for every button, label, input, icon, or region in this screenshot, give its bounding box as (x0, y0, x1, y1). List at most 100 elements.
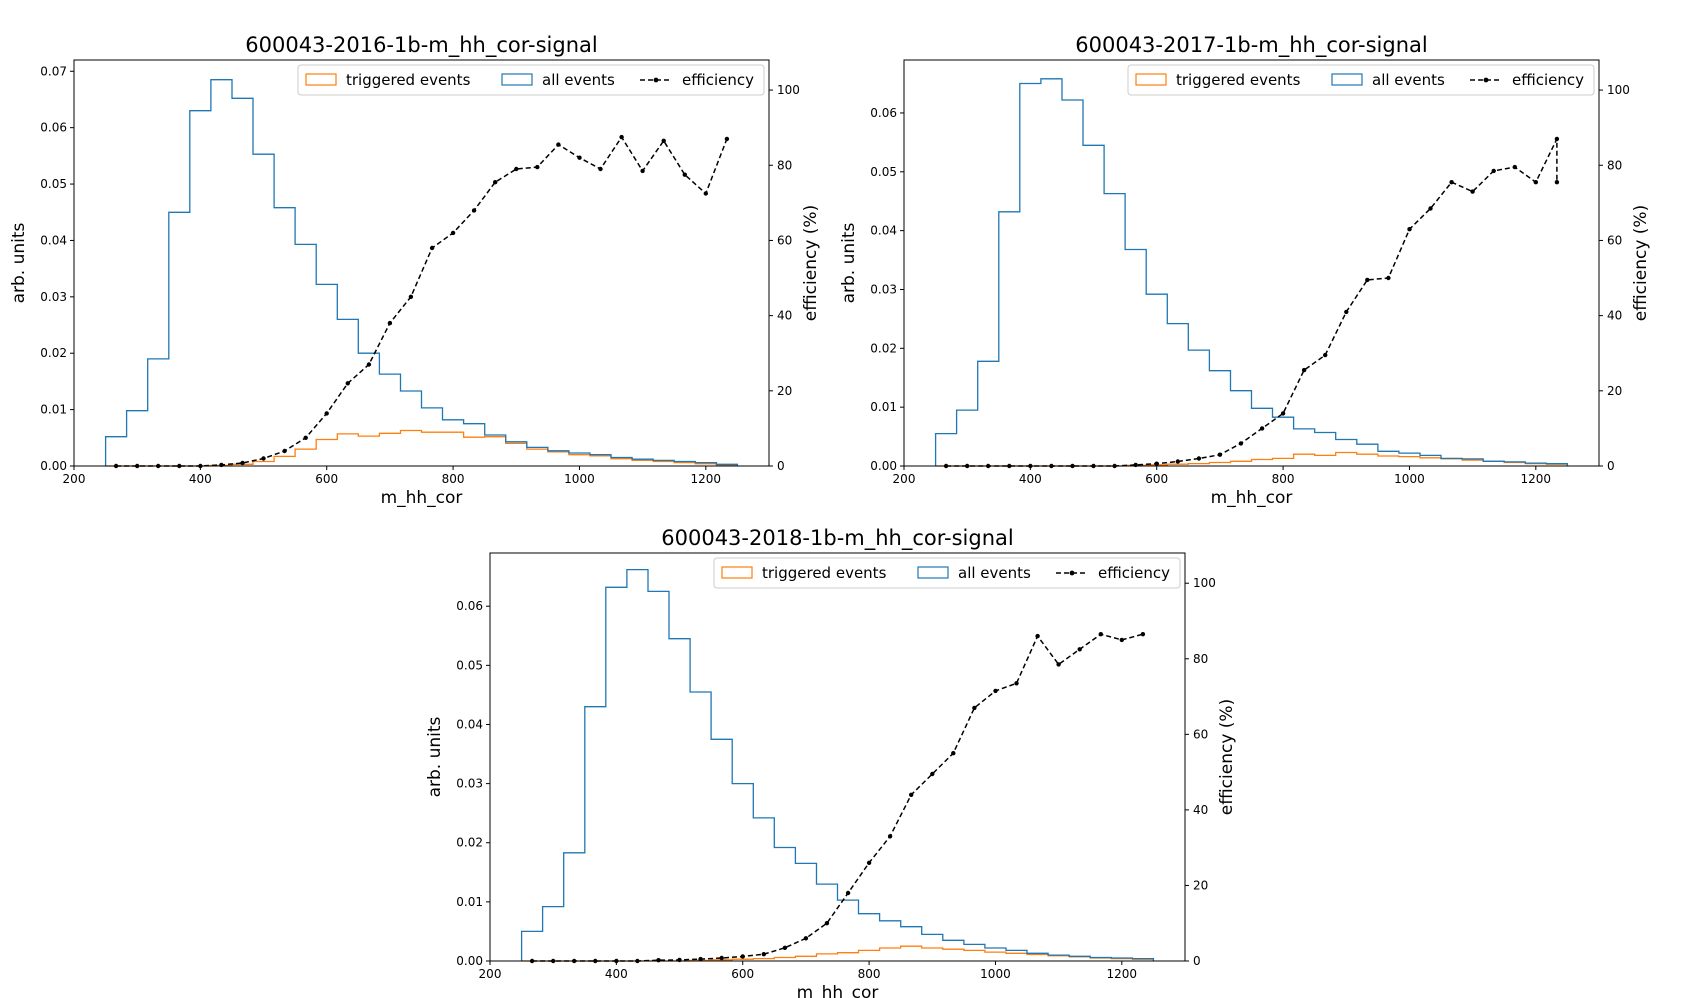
y2-tick-label: 100 (777, 83, 800, 97)
efficiency-point (845, 890, 851, 896)
plot-frame (489, 552, 1186, 962)
chart-title: 600043-2017-1b-m_hh_cor-signal (1075, 33, 1428, 58)
efficiency-point (1512, 164, 1518, 170)
efficiency-point (1449, 180, 1454, 185)
legend-swatch-efficiency-marker (1069, 570, 1075, 576)
efficiency-point (1077, 647, 1082, 652)
x-tick-label: 200 (893, 472, 916, 486)
y2-tick-label: 0 (777, 459, 785, 473)
y-axis-title: arb. units (425, 716, 445, 797)
y2-tick-label: 0 (1193, 954, 1201, 968)
y2-tick-label: 40 (1193, 803, 1208, 817)
x-tick-label: 800 (858, 967, 881, 981)
efficiency-point (1365, 277, 1370, 283)
y-tick-label: 0.03 (40, 290, 67, 304)
efficiency-point (514, 166, 519, 172)
efficiency-point (556, 142, 561, 147)
x-tick-label: 1000 (980, 967, 1011, 981)
efficiency-point (656, 958, 661, 963)
efficiency-point (324, 411, 329, 416)
y-tick-label: 0.02 (456, 836, 483, 850)
efficiency-point (1217, 452, 1223, 457)
y-tick-label: 0.07 (40, 64, 67, 78)
legend-swatch-all (501, 73, 533, 86)
efficiency-point (1407, 227, 1412, 232)
y2-tick-label: 20 (1607, 384, 1622, 398)
legend-label-triggered: triggered events (346, 71, 471, 89)
y-tick-label: 0.00 (870, 459, 897, 473)
x-tick-label: 600 (315, 472, 338, 486)
legend-swatch-efficiency-marker (653, 77, 659, 83)
chart-title: 600043-2018-1b-m_hh_cor-signal (661, 526, 1014, 551)
x-tick-label: 400 (1019, 472, 1042, 486)
efficiency-point (724, 136, 730, 142)
efficiency-point (972, 705, 977, 711)
efficiency-point (577, 155, 582, 160)
y-tick-label: 0.05 (456, 658, 483, 672)
efficiency-point (1344, 309, 1349, 315)
y-tick-label: 0.06 (40, 121, 67, 135)
efficiency-point (282, 448, 287, 454)
y2-tick-label: 80 (777, 158, 792, 172)
efficiency-point (1259, 426, 1265, 431)
x-tick-label: 200 (479, 967, 502, 981)
y-tick-label: 0.00 (456, 954, 483, 968)
efficiency-point (1428, 206, 1433, 211)
efficiency-point (1056, 662, 1061, 667)
efficiency-point (303, 435, 308, 440)
x-tick-label: 1000 (1394, 472, 1425, 486)
y2-tick-label: 80 (1193, 652, 1208, 666)
efficiency-point (450, 230, 456, 236)
efficiency-point (429, 245, 435, 251)
histogram-all-events (104, 79, 739, 466)
legend-swatch-triggered (305, 73, 337, 86)
efficiency-point (761, 952, 766, 957)
efficiency-point (387, 320, 393, 326)
x-tick-label: 400 (189, 472, 212, 486)
legend-box (713, 557, 1181, 589)
y2-tick-label: 100 (1193, 576, 1216, 590)
efficiency-point (1119, 637, 1125, 643)
efficiency-point (951, 751, 956, 756)
efficiency-point (803, 936, 809, 941)
efficiency-point (1554, 180, 1560, 185)
y-tick-label: 0.01 (40, 403, 67, 417)
chart-panel-1: 200 400 600 800 1000 12000.000.010.020.030.04… (9, 33, 821, 508)
efficiency-point (1386, 275, 1391, 281)
efficiency-point (1491, 168, 1496, 174)
histogram-triggered-events (521, 945, 1155, 962)
efficiency-point (1175, 459, 1181, 464)
efficiency-point (1533, 180, 1539, 185)
y2-tick-label: 60 (777, 233, 792, 247)
y2-tick-label: 20 (777, 384, 792, 398)
y-axis-title: arb. units (839, 222, 859, 303)
legend-label-all: all events (1372, 71, 1445, 89)
x-tick-label: 600 (731, 967, 754, 981)
legend: triggered events all events efficiency (1127, 64, 1595, 96)
x-tick-label: 1200 (1107, 967, 1138, 981)
legend-label-efficiency: efficiency (682, 71, 754, 89)
efficiency-point (1140, 632, 1146, 637)
plot-frame (903, 59, 1600, 467)
histogram-all-events (934, 78, 1569, 466)
efficiency-point (1154, 461, 1159, 466)
legend: triggered events all events efficiency (297, 64, 765, 96)
x-tick-label: 1200 (1521, 472, 1552, 486)
y2-axis-title: efficiency (%) (801, 205, 821, 321)
x-tick-label: 200 (63, 472, 86, 486)
efficiency-point (345, 381, 350, 386)
chart-panel-3: 200 400 600 800 1000 12000.000.010.020.030.04… (425, 526, 1237, 998)
legend-swatch-triggered (721, 566, 753, 579)
efficiency-point (661, 138, 666, 143)
y-tick-label: 0.03 (870, 282, 897, 296)
legend: triggered events all events efficiency (713, 557, 1181, 589)
x-tick-label: 600 (1145, 472, 1168, 486)
y2-tick-label: 80 (1607, 158, 1622, 172)
plot-frame (73, 59, 770, 467)
legend-label-efficiency: efficiency (1098, 564, 1170, 582)
legend-swatch-efficiency-marker (1483, 77, 1489, 83)
x-axis-title: m_hh_cor (797, 983, 879, 998)
y-axis-title: arb. units (9, 222, 29, 303)
efficiency-point (993, 688, 998, 694)
x-tick-label: 400 (605, 967, 628, 981)
